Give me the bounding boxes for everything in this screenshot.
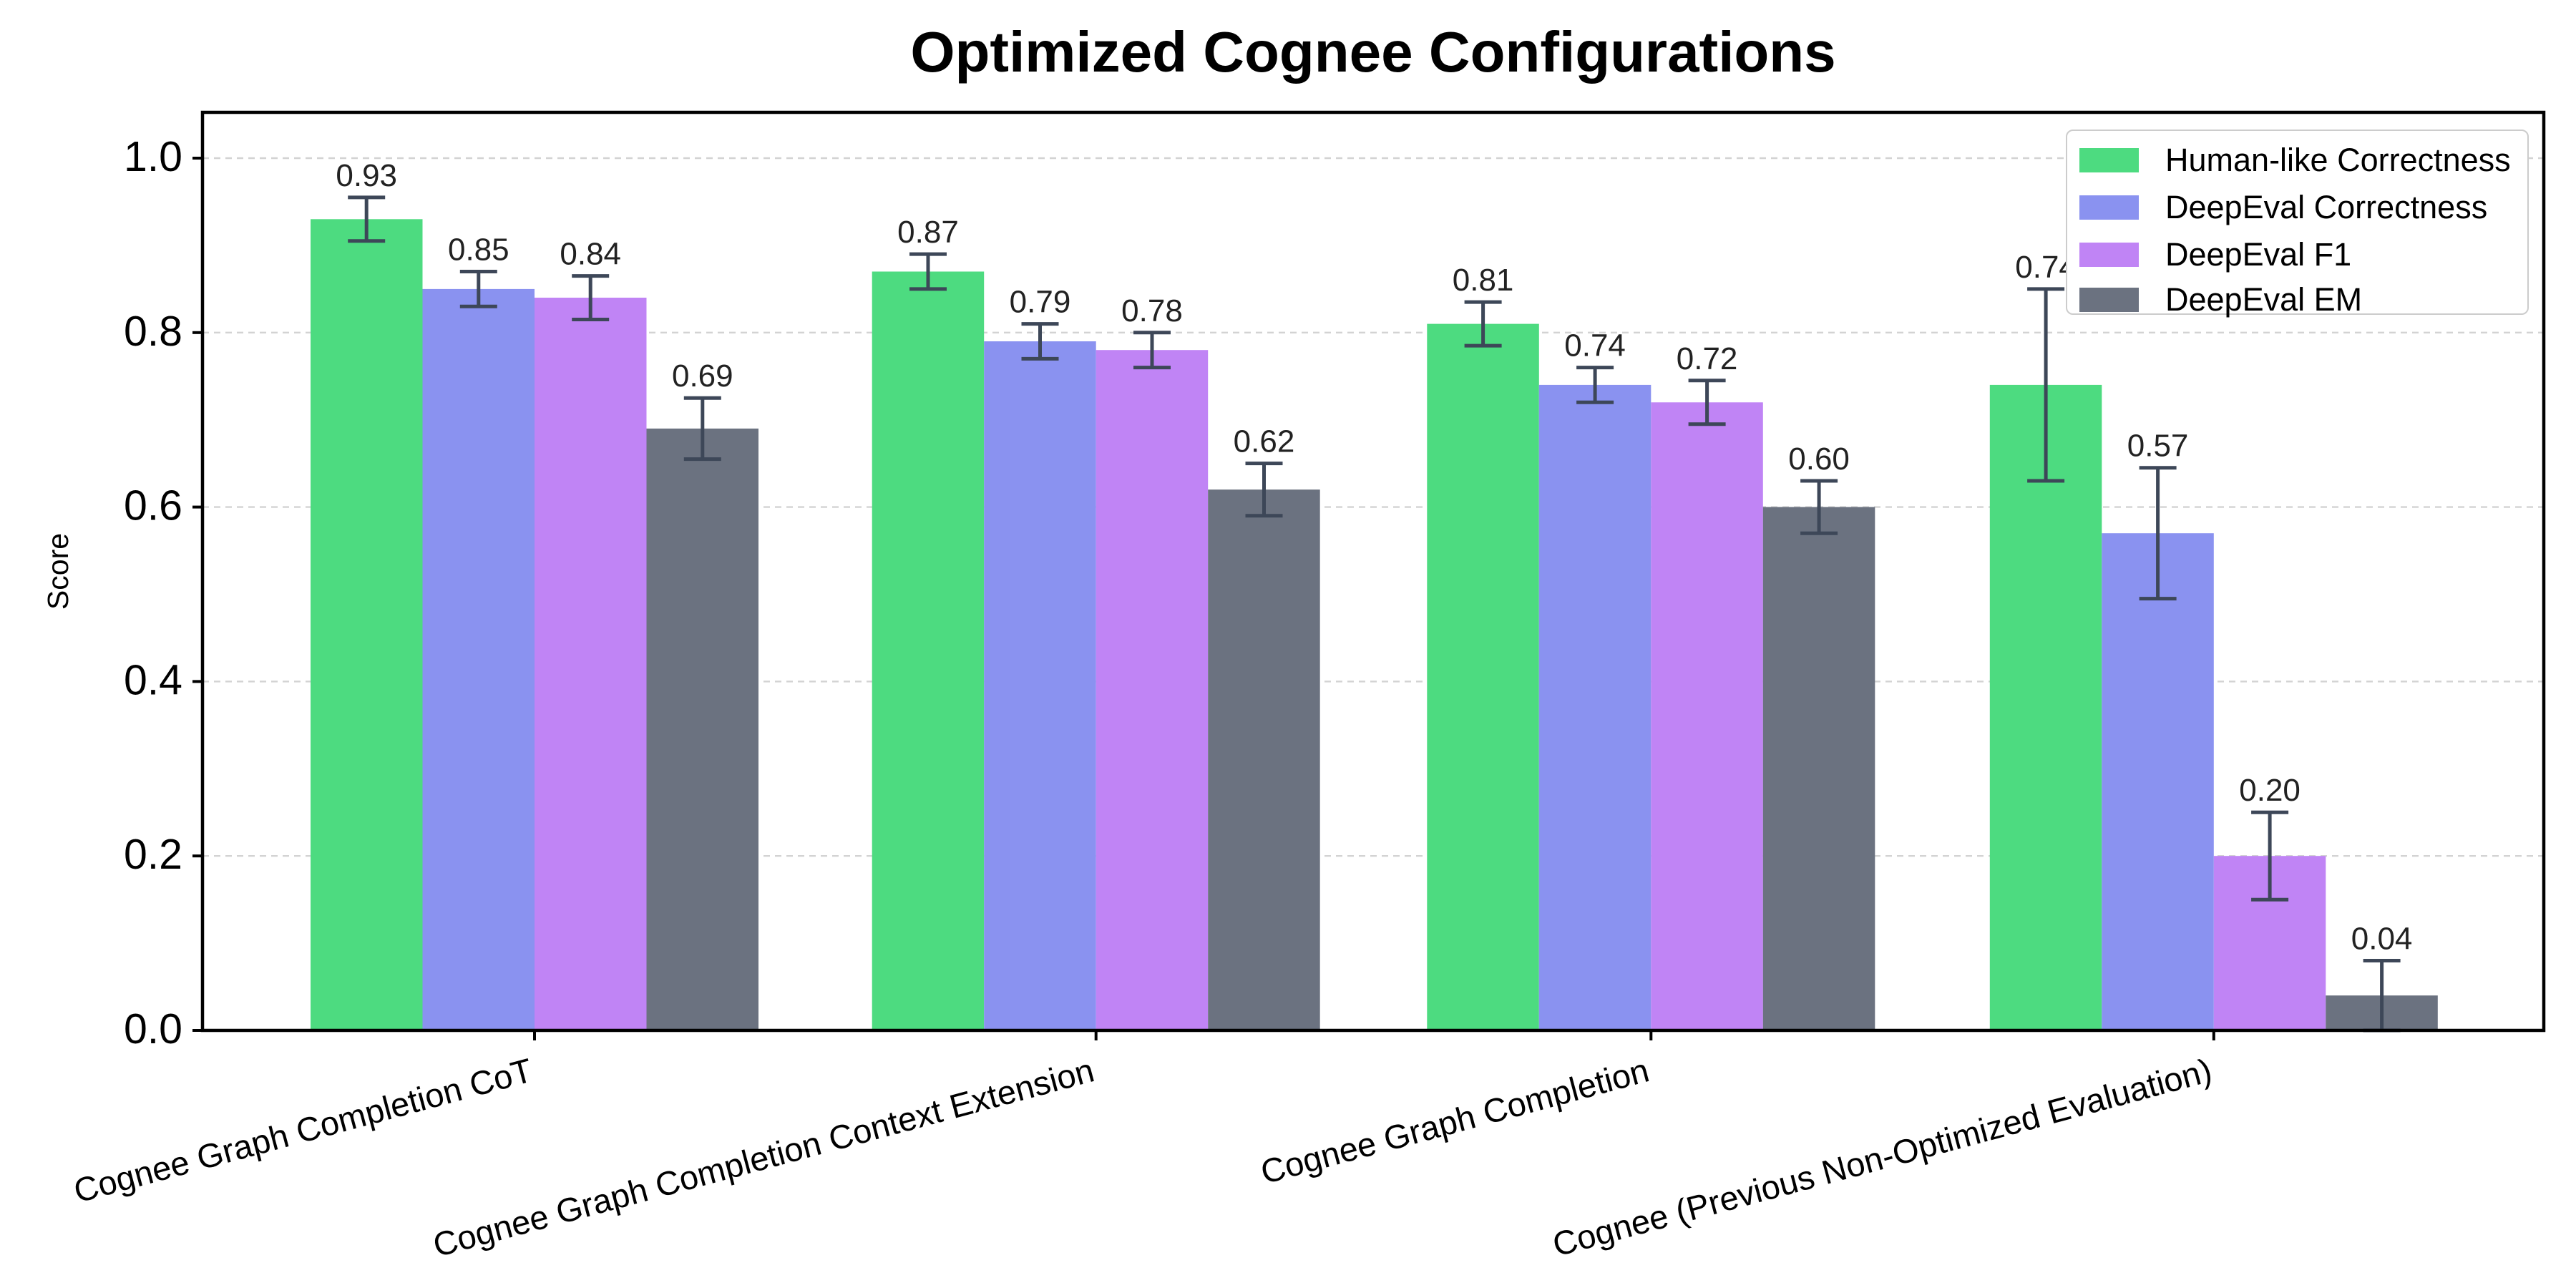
svg-text:0.87: 0.87 <box>897 215 959 250</box>
svg-text:0.85: 0.85 <box>448 233 509 268</box>
svg-text:Score: Score <box>42 533 74 610</box>
svg-text:0.74: 0.74 <box>1564 328 1626 364</box>
svg-text:0.20: 0.20 <box>2239 773 2301 808</box>
svg-text:0.69: 0.69 <box>672 358 733 394</box>
svg-text:0.0: 0.0 <box>124 1005 182 1053</box>
svg-text:0.04: 0.04 <box>2351 922 2413 957</box>
svg-text:0.4: 0.4 <box>124 656 182 703</box>
svg-text:0.81: 0.81 <box>1453 263 1514 298</box>
svg-text:0.2: 0.2 <box>124 831 182 878</box>
svg-text:0.93: 0.93 <box>336 158 397 193</box>
svg-text:1.0: 1.0 <box>124 133 182 180</box>
svg-text:0.60: 0.60 <box>1788 441 1850 477</box>
svg-text:0.8: 0.8 <box>124 308 182 355</box>
svg-text:0.6: 0.6 <box>124 482 182 530</box>
svg-text:0.84: 0.84 <box>560 237 621 272</box>
svg-text:Optimized Cognee Configuration: Optimized Cognee Configurations <box>910 20 1835 84</box>
svg-text:0.72: 0.72 <box>1677 341 1738 376</box>
svg-text:0.57: 0.57 <box>2127 429 2189 464</box>
svg-text:0.79: 0.79 <box>1010 285 1071 320</box>
svg-text:0.78: 0.78 <box>1121 293 1183 328</box>
svg-text:0.62: 0.62 <box>1234 424 1295 459</box>
